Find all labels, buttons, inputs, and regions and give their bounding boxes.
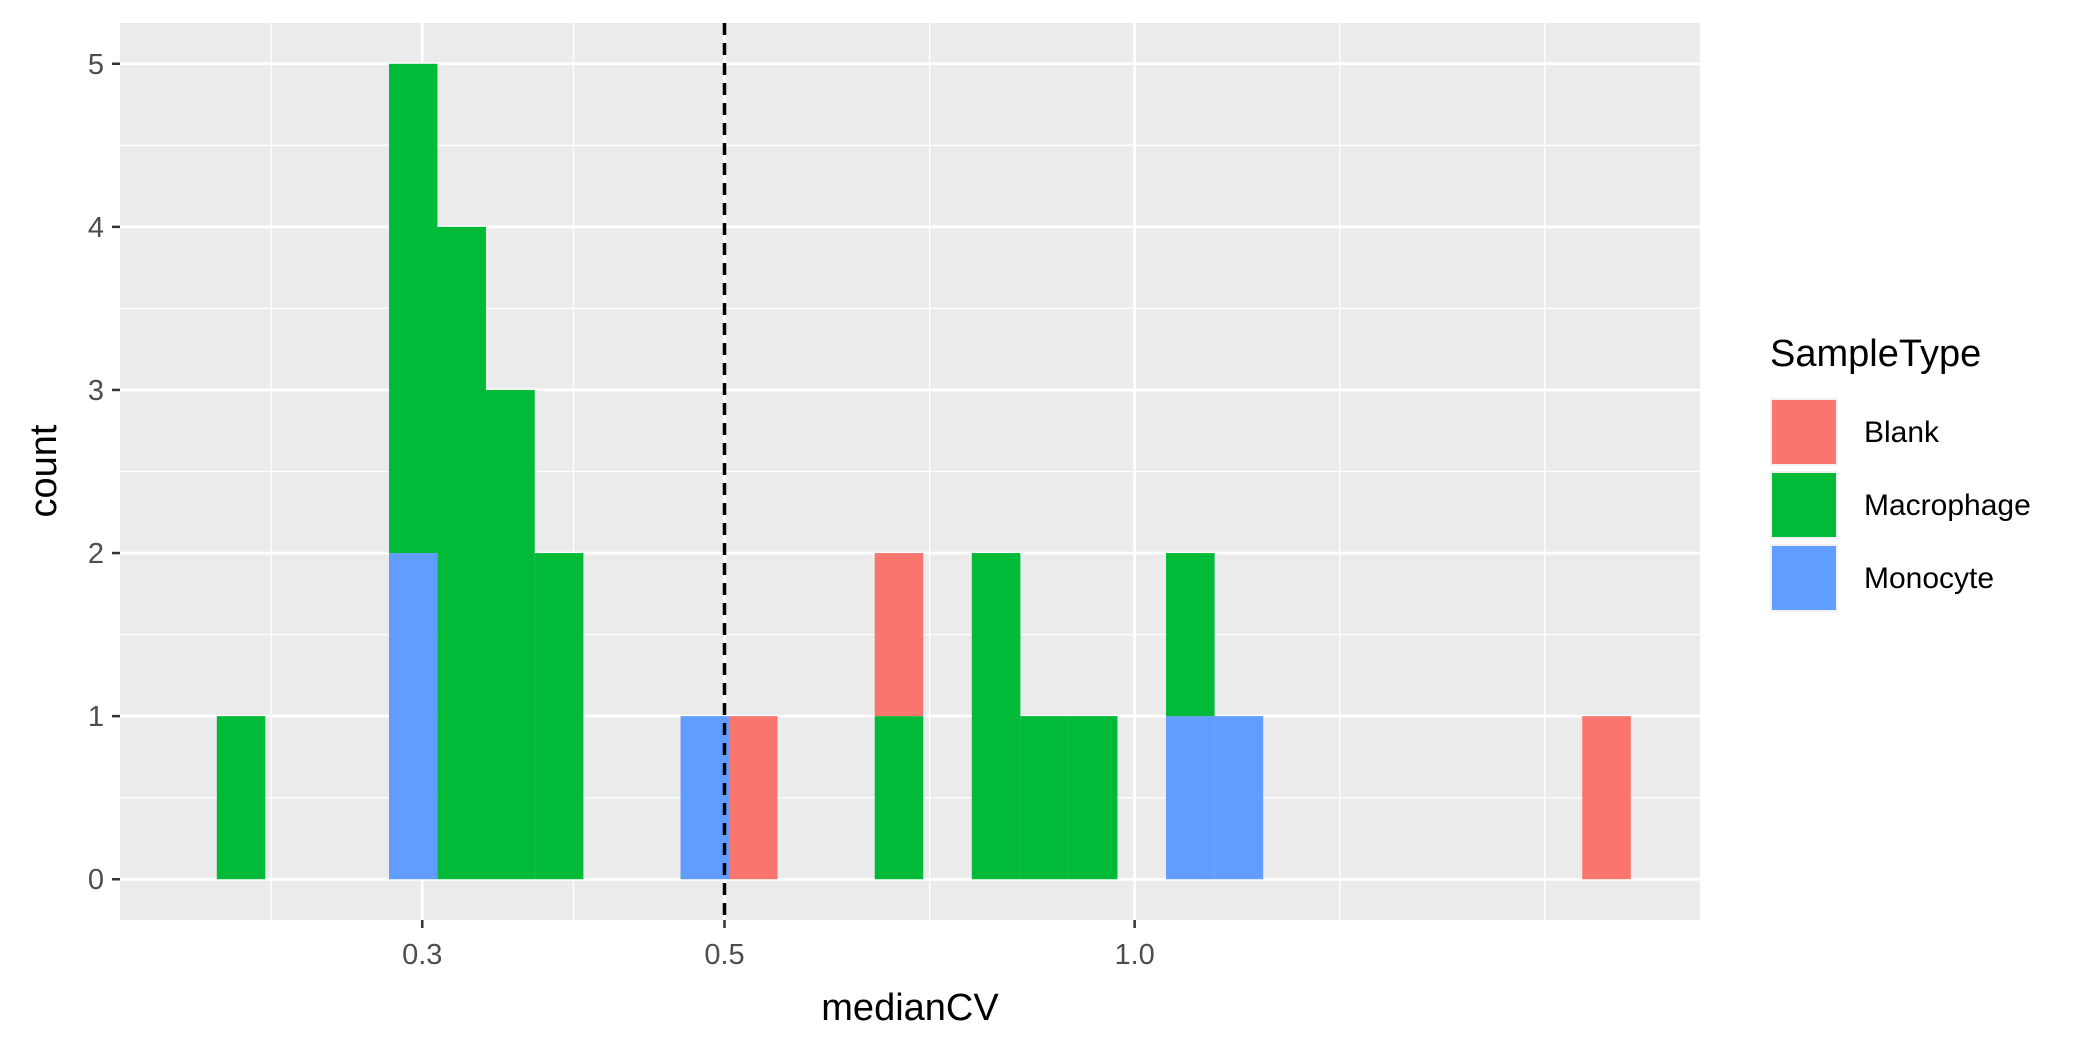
bar-monocyte	[680, 716, 729, 880]
legend-items: Blank Macrophage Monocyte	[1770, 398, 2031, 612]
bar-macrophage	[216, 716, 266, 880]
bar-macrophage	[874, 716, 924, 880]
bar-blank	[728, 716, 778, 880]
x-tick-label: 1.0	[1114, 939, 1154, 971]
legend-label-macrophage: Macrophage	[1864, 489, 2031, 522]
x-tick-label: 0.5	[704, 939, 744, 971]
y-tick-label: 2	[88, 538, 104, 570]
bar-macrophage	[1068, 716, 1118, 880]
legend: SampleType Blank Macrophage Monocyte	[1770, 333, 2031, 612]
legend-key-macrophage	[1772, 473, 1836, 537]
bar-macrophage	[485, 389, 535, 880]
bars	[216, 63, 1631, 880]
legend-label-blank: Blank	[1864, 416, 1940, 449]
legend-label-monocyte: Monocyte	[1864, 562, 1994, 595]
bar-blank	[1582, 716, 1631, 880]
y-axis-title: count	[23, 424, 65, 517]
bar-monocyte	[1214, 716, 1264, 880]
bar-macrophage	[534, 553, 584, 880]
bar-macrophage	[1166, 553, 1215, 717]
legend-key-monocyte	[1772, 546, 1836, 610]
y-tick-label: 5	[88, 49, 104, 81]
y-tick-label: 0	[88, 864, 104, 896]
bar-macrophage	[388, 63, 438, 554]
bar-monocyte	[1166, 716, 1215, 880]
x-tick-label: 0.3	[402, 939, 442, 971]
bar-macrophage	[437, 226, 486, 880]
y-tick-label: 1	[88, 701, 104, 733]
bar-macrophage	[971, 553, 1021, 880]
x-axis: 0.3 0.5 1.0	[402, 920, 1155, 971]
bar-monocyte	[388, 553, 438, 880]
x-axis-title: medianCV	[821, 987, 999, 1029]
y-axis: 0 1 2 3 4 5	[88, 49, 120, 896]
bar-macrophage	[1020, 716, 1069, 880]
legend-title: SampleType	[1770, 333, 1981, 375]
bar-blank	[874, 553, 924, 717]
legend-key-blank	[1772, 400, 1836, 464]
y-tick-label: 3	[88, 375, 104, 407]
y-tick-label: 4	[88, 212, 104, 244]
